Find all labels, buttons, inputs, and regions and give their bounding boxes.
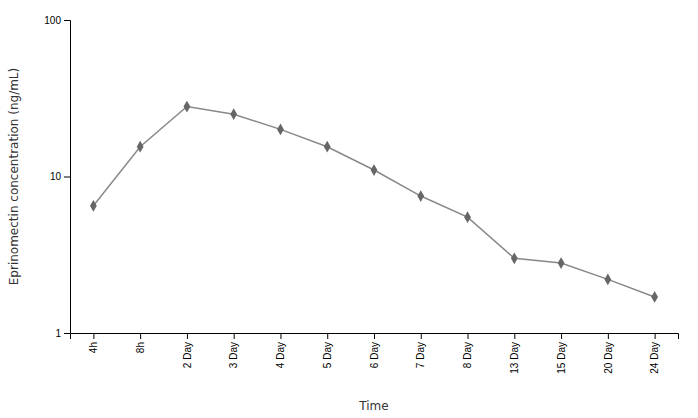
tick-mark (514, 333, 515, 339)
tick: 4 Day (275, 333, 286, 368)
marks (90, 101, 658, 303)
tick-label: 2 Day (182, 342, 193, 368)
point (511, 252, 518, 264)
plot: 4h 8h 2 Day 3 Day 4 Day 5 Day 6 Day 7 Day 8 Day 1… (44, 15, 678, 374)
x-axis-title: Time (358, 399, 388, 413)
point (464, 211, 471, 223)
tick: 3 Day (228, 333, 239, 368)
point (604, 274, 611, 286)
tick-label: 8 Day (462, 342, 473, 368)
tick-label: 5 Day (322, 342, 333, 368)
point (558, 257, 565, 269)
tick-label: 7 Day (415, 342, 426, 368)
tick-label: 20 Day (603, 342, 614, 374)
axis-line (64, 21, 71, 334)
tick-mark (468, 333, 469, 339)
tick-mark (187, 333, 188, 339)
point (184, 101, 191, 113)
tick-label: 8h (135, 342, 146, 353)
tick: 15 Day (556, 333, 567, 374)
tick-label: 100 (44, 15, 61, 26)
y-axis: 1 10 100 (44, 15, 70, 339)
line (93, 107, 654, 297)
tick: 10 (50, 171, 70, 182)
tick-mark (421, 333, 422, 339)
tick: 8h (135, 333, 146, 353)
tick-mark (374, 333, 375, 339)
tick: 4h (88, 333, 99, 353)
tick-label: 15 Day (556, 342, 567, 374)
tick: 8 Day (462, 333, 473, 368)
point (137, 141, 144, 153)
tick-label: 10 (50, 171, 62, 182)
tick-mark (327, 333, 328, 339)
tick-mark (140, 333, 141, 339)
tick-mark (280, 333, 281, 339)
tick: 24 Day (649, 333, 660, 374)
tick-mark (655, 333, 656, 339)
tick-mark (64, 177, 70, 178)
tick-label: 1 (55, 328, 61, 339)
point (417, 190, 424, 202)
tick-mark (93, 333, 94, 339)
tick: 7 Day (415, 333, 426, 368)
point (324, 141, 331, 153)
tick-label: 6 Day (369, 342, 380, 368)
tick-mark (64, 20, 70, 21)
tick-mark (64, 333, 70, 334)
tick: 13 Day (509, 333, 520, 374)
x-axis: 4h 8h 2 Day 3 Day 4 Day 5 Day 6 Day 7 Day 8 Day 1… (71, 333, 679, 374)
tick: 2 Day (182, 333, 193, 368)
tick-label: 4 Day (275, 342, 286, 368)
point (230, 108, 237, 120)
y-axis-title: Eprinomectin concentration (ng/mL) (7, 68, 21, 285)
point (651, 291, 658, 303)
tick-label: 3 Day (228, 342, 239, 368)
chart: 4h 8h 2 Day 3 Day 4 Day 5 Day 6 Day 7 Day 8 Day 1… (0, 0, 698, 418)
point (277, 124, 284, 136)
tick: 100 (44, 15, 70, 26)
tick-label: 13 Day (509, 342, 520, 374)
tick: 5 Day (322, 333, 333, 368)
tick-label: 4h (88, 342, 99, 353)
tick-mark (234, 333, 235, 339)
tick-label: 24 Day (649, 342, 660, 374)
tick: 1 (55, 328, 70, 339)
tick: 6 Day (369, 333, 380, 368)
point (90, 200, 97, 212)
tick-mark (608, 333, 609, 339)
axis-line (71, 334, 679, 340)
point (371, 164, 378, 176)
tick: 20 Day (603, 333, 614, 374)
tick-mark (561, 333, 562, 339)
